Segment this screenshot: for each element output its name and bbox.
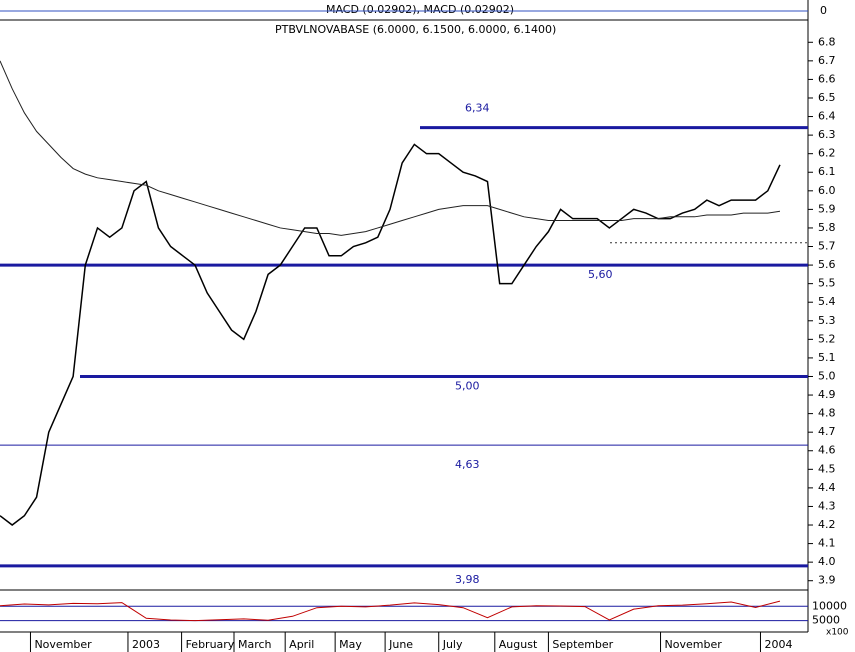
y-tick-label: 4.0	[818, 555, 836, 568]
level-label: 4,63	[455, 458, 480, 471]
indicator-tick-label: 5000	[812, 614, 840, 627]
y-tick-label: 6.3	[818, 128, 836, 141]
level-label: 5,00	[455, 379, 480, 392]
y-tick-label: 6.8	[818, 35, 836, 48]
indicator-line	[0, 600, 781, 622]
y-tick-label: 5.5	[818, 277, 836, 290]
indicator-tick-label: 10000	[812, 599, 847, 612]
y-tick-label: 6.0	[818, 184, 836, 197]
x-tick-label: November	[665, 638, 723, 651]
x-tick-label: 2004	[764, 638, 792, 651]
x-tick-label: February	[186, 638, 235, 651]
y-tick-label: 4.6	[818, 444, 836, 457]
y-tick-label: 5.8	[818, 221, 836, 234]
y-tick-label: 5.0	[818, 369, 836, 382]
x-tick-label: March	[238, 638, 272, 651]
y-tick-label: 6.4	[818, 110, 836, 123]
y-tick-label: 4.4	[818, 481, 836, 494]
y-tick-label: 5.3	[818, 314, 836, 327]
x-tick-label: April	[289, 638, 314, 651]
y-tick-label: 6.1	[818, 165, 836, 178]
x-tick-label: June	[388, 638, 413, 651]
x-tick-label: August	[499, 638, 538, 651]
y-tick-label: 5.9	[818, 202, 836, 215]
y-tick-label: 3.9	[818, 574, 836, 587]
level-label: 3,98	[455, 573, 480, 586]
y-tick-label: 6.7	[818, 54, 836, 67]
y-tick-label: 5.2	[818, 332, 836, 345]
y-tick-label: 4.5	[818, 462, 836, 475]
price-line	[0, 143, 781, 526]
y-tick-label: 5.4	[818, 295, 836, 308]
x-tick-label: July	[442, 638, 463, 651]
x-tick-label: November	[34, 638, 92, 651]
price-line	[0, 60, 781, 236]
indicator-unit: x100	[826, 628, 849, 638]
level-label: 6,34	[465, 102, 490, 115]
y-tick-label: 5.1	[818, 351, 836, 364]
macd-label: MACD (0.02902), MACD (0.02902)	[326, 3, 514, 16]
y-tick-label: 6.2	[818, 147, 836, 160]
x-tick-label: May	[339, 638, 362, 651]
x-tick-label: September	[552, 638, 613, 651]
x-tick-label: 2003	[132, 638, 160, 651]
y-tick-label: 6.6	[818, 72, 836, 85]
y-tick-label: 4.9	[818, 388, 836, 401]
y-tick-label: 4.8	[818, 407, 836, 420]
y-tick-label: 4.1	[818, 537, 836, 550]
chart-title: PTBVLNOVABASE (6.0000, 6.1500, 6.0000, 6…	[275, 23, 556, 36]
y-tick-label: 4.3	[818, 499, 836, 512]
level-label: 5,60	[588, 268, 613, 281]
y-tick-label: 6.5	[818, 91, 836, 104]
y-tick-label: 5.6	[818, 258, 836, 271]
y-tick-label: 4.2	[818, 518, 836, 531]
y-tick-label: 4.7	[818, 425, 836, 438]
y-tick-label: 5.7	[818, 240, 836, 253]
macd-tick-label: 0	[820, 4, 827, 17]
